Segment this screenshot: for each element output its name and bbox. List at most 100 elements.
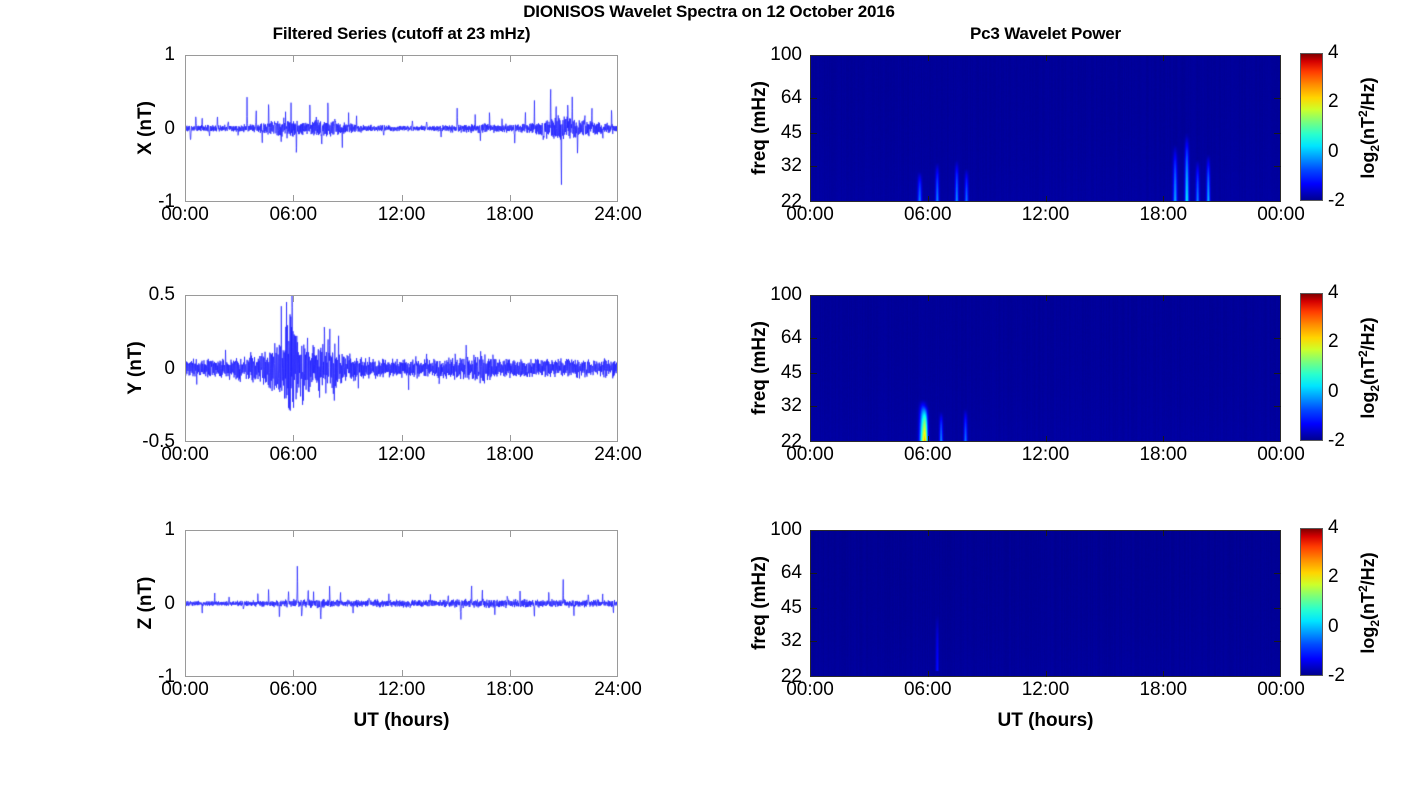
ytickmark-wv-r-1-1 bbox=[1274, 338, 1281, 340]
ytickmark-wv-0-2 bbox=[810, 132, 817, 134]
ylabel-freq-y: freq (mHz) bbox=[749, 321, 770, 415]
ytickmark-wv-r-2-1 bbox=[1274, 573, 1281, 575]
xtick-ts-1-2: 12:00 bbox=[377, 444, 426, 465]
xtickmark-wv-top-0-2 bbox=[1045, 55, 1047, 61]
xtick-wv-1-0: 00:00 bbox=[786, 444, 834, 465]
xtickmark-ts-bot-2-3 bbox=[509, 670, 511, 677]
cbartick-1-3: -2 bbox=[1328, 430, 1345, 451]
xtick-ts-1-0: 00:00 bbox=[161, 444, 209, 465]
xtickmark-ts-bot-0-3 bbox=[509, 195, 511, 202]
xtick-ts-0-0: 00:00 bbox=[161, 204, 209, 225]
ytickmark-wv-2-3 bbox=[810, 640, 817, 642]
wavelet-power-y bbox=[811, 296, 1280, 441]
ylabel-freq-x: freq (mHz) bbox=[749, 81, 770, 175]
ytick-wv-1-1: 64 bbox=[780, 327, 802, 349]
xtick-ts-2-1: 06:00 bbox=[269, 679, 318, 700]
ytick-wv-0-1: 64 bbox=[780, 87, 802, 109]
xtickmark-ts-bot-2-1 bbox=[293, 670, 295, 677]
cbartick-1-0: 4 bbox=[1328, 282, 1339, 303]
colorbar-y bbox=[1300, 293, 1323, 441]
colorbar-label-sub: 2 bbox=[1367, 144, 1382, 152]
ytick-wv-2-2: 45 bbox=[780, 596, 802, 618]
xlabel-left-column: UT (hours) bbox=[353, 710, 450, 731]
colorbar-label-mid: (nT bbox=[1358, 117, 1379, 145]
xtickmark-wv-top-1-3 bbox=[1163, 295, 1165, 301]
xtickmark-ts-top-1-3 bbox=[509, 295, 511, 302]
xtickmark-ts-top-2-3 bbox=[509, 530, 511, 537]
xtickmark-wv-bot-2-2 bbox=[1045, 671, 1047, 677]
colorbar-x bbox=[1300, 53, 1323, 201]
xtickmark-ts-top-1-2 bbox=[401, 295, 403, 302]
ytick-wv-0-3: 32 bbox=[780, 154, 802, 176]
ytickmark-wv-1-1 bbox=[810, 338, 817, 340]
xtickmark-wv-bot-1-2 bbox=[1045, 436, 1047, 442]
ytick-ts-2-1: 0 bbox=[164, 592, 175, 614]
cbartick-2-2: 0 bbox=[1328, 615, 1339, 637]
xtick-wv-2-4: 00:00 bbox=[1257, 679, 1305, 700]
colorbar-label-sup: 2 bbox=[1356, 110, 1371, 118]
cbartick-2-3: -2 bbox=[1328, 665, 1345, 686]
ytick-wv-1-0: 100 bbox=[770, 284, 802, 305]
xtickmark-ts-top-0-1 bbox=[293, 55, 295, 62]
xtick-wv-1-3: 18:00 bbox=[1139, 444, 1188, 465]
ytick-ts-2-2: -1 bbox=[158, 666, 175, 687]
cbartick-1-1: 2 bbox=[1328, 331, 1339, 353]
ytickmark-wv-r-0-1 bbox=[1274, 98, 1281, 100]
xtickmark-ts-top-0-3 bbox=[509, 55, 511, 62]
xtick-ts-1-1: 06:00 bbox=[269, 444, 318, 465]
xtick-ts-0-3: 18:00 bbox=[485, 204, 534, 225]
xtickmark-wv-bot-2-3 bbox=[1163, 671, 1165, 677]
xtick-ts-0-1: 06:00 bbox=[269, 204, 318, 225]
wavelet-axes-x bbox=[810, 55, 1281, 202]
xtickmark-wv-top-0-1 bbox=[927, 55, 929, 61]
colorbar-label-text: log bbox=[1358, 151, 1379, 179]
wavelet-axes-y bbox=[810, 295, 1281, 442]
ytick-ts-1-0: 0.5 bbox=[148, 284, 175, 305]
figure-title: DIONISOS Wavelet Spectra on 12 October 2… bbox=[523, 2, 895, 21]
cbartick-0-2: 0 bbox=[1328, 140, 1339, 162]
timeseries-axes-y bbox=[185, 295, 618, 442]
colorbar-label-sub: 2 bbox=[1367, 384, 1382, 392]
colorbar-label-sub: 2 bbox=[1367, 619, 1382, 627]
xtick-wv-0-0: 00:00 bbox=[786, 204, 834, 225]
xtick-ts-0-2: 12:00 bbox=[377, 204, 426, 225]
cbartick-1-2: 0 bbox=[1328, 380, 1339, 402]
xtickmark-ts-top-2-1 bbox=[293, 530, 295, 537]
ytick-wv-2-0: 100 bbox=[770, 519, 802, 540]
xtick-ts-0-4: 24:00 bbox=[594, 204, 642, 225]
xtick-ts-2-0: 00:00 bbox=[161, 679, 209, 700]
ytick-ts-2-0: 1 bbox=[164, 519, 175, 540]
cbartick-0-3: -2 bbox=[1328, 190, 1345, 211]
xtickmark-wv-bot-1-1 bbox=[927, 436, 929, 442]
ytick-ts-1-1: 0 bbox=[164, 357, 175, 379]
colorbar-label-x: log2(nT2/Hz) bbox=[1356, 77, 1382, 178]
xtick-wv-2-0: 00:00 bbox=[786, 679, 834, 700]
ytickmark-wv-r-2-2 bbox=[1274, 607, 1281, 609]
xtickmark-wv-bot-0-2 bbox=[1045, 196, 1047, 202]
colorbar-label-sup: 2 bbox=[1356, 350, 1371, 358]
xtick-wv-1-2: 12:00 bbox=[1021, 444, 1070, 465]
xtickmark-ts-bot-1-1 bbox=[293, 435, 295, 442]
xtickmark-ts-bot-2-2 bbox=[401, 670, 403, 677]
colorbar-label-mid: (nT bbox=[1358, 592, 1379, 620]
xtickmark-ts-bot-1-3 bbox=[509, 435, 511, 442]
xtick-ts-1-3: 18:00 bbox=[485, 444, 534, 465]
xtick-ts-2-2: 12:00 bbox=[377, 679, 426, 700]
cbartick-0-0: 4 bbox=[1328, 42, 1339, 63]
timeseries-axes-x bbox=[185, 55, 618, 202]
cbartick-2-1: 2 bbox=[1328, 566, 1339, 588]
timeseries-trace-x bbox=[186, 56, 617, 201]
ytick-wv-1-2: 45 bbox=[780, 361, 802, 383]
ytick-ts-0-0: 1 bbox=[164, 44, 175, 65]
xtick-wv-1-1: 06:00 bbox=[903, 444, 952, 465]
xtick-wv-0-2: 12:00 bbox=[1021, 204, 1070, 225]
ytick-wv-2-4: 22 bbox=[780, 666, 802, 687]
wavelet-power-x bbox=[811, 56, 1280, 201]
colorbar-z bbox=[1300, 528, 1323, 676]
ylabel-freq-z: freq (mHz) bbox=[749, 556, 770, 650]
right-column-title: Pc3 Wavelet Power bbox=[970, 24, 1121, 43]
xtick-wv-2-2: 12:00 bbox=[1021, 679, 1070, 700]
xtickmark-wv-top-2-1 bbox=[927, 530, 929, 536]
xtickmark-wv-bot-1-3 bbox=[1163, 436, 1165, 442]
